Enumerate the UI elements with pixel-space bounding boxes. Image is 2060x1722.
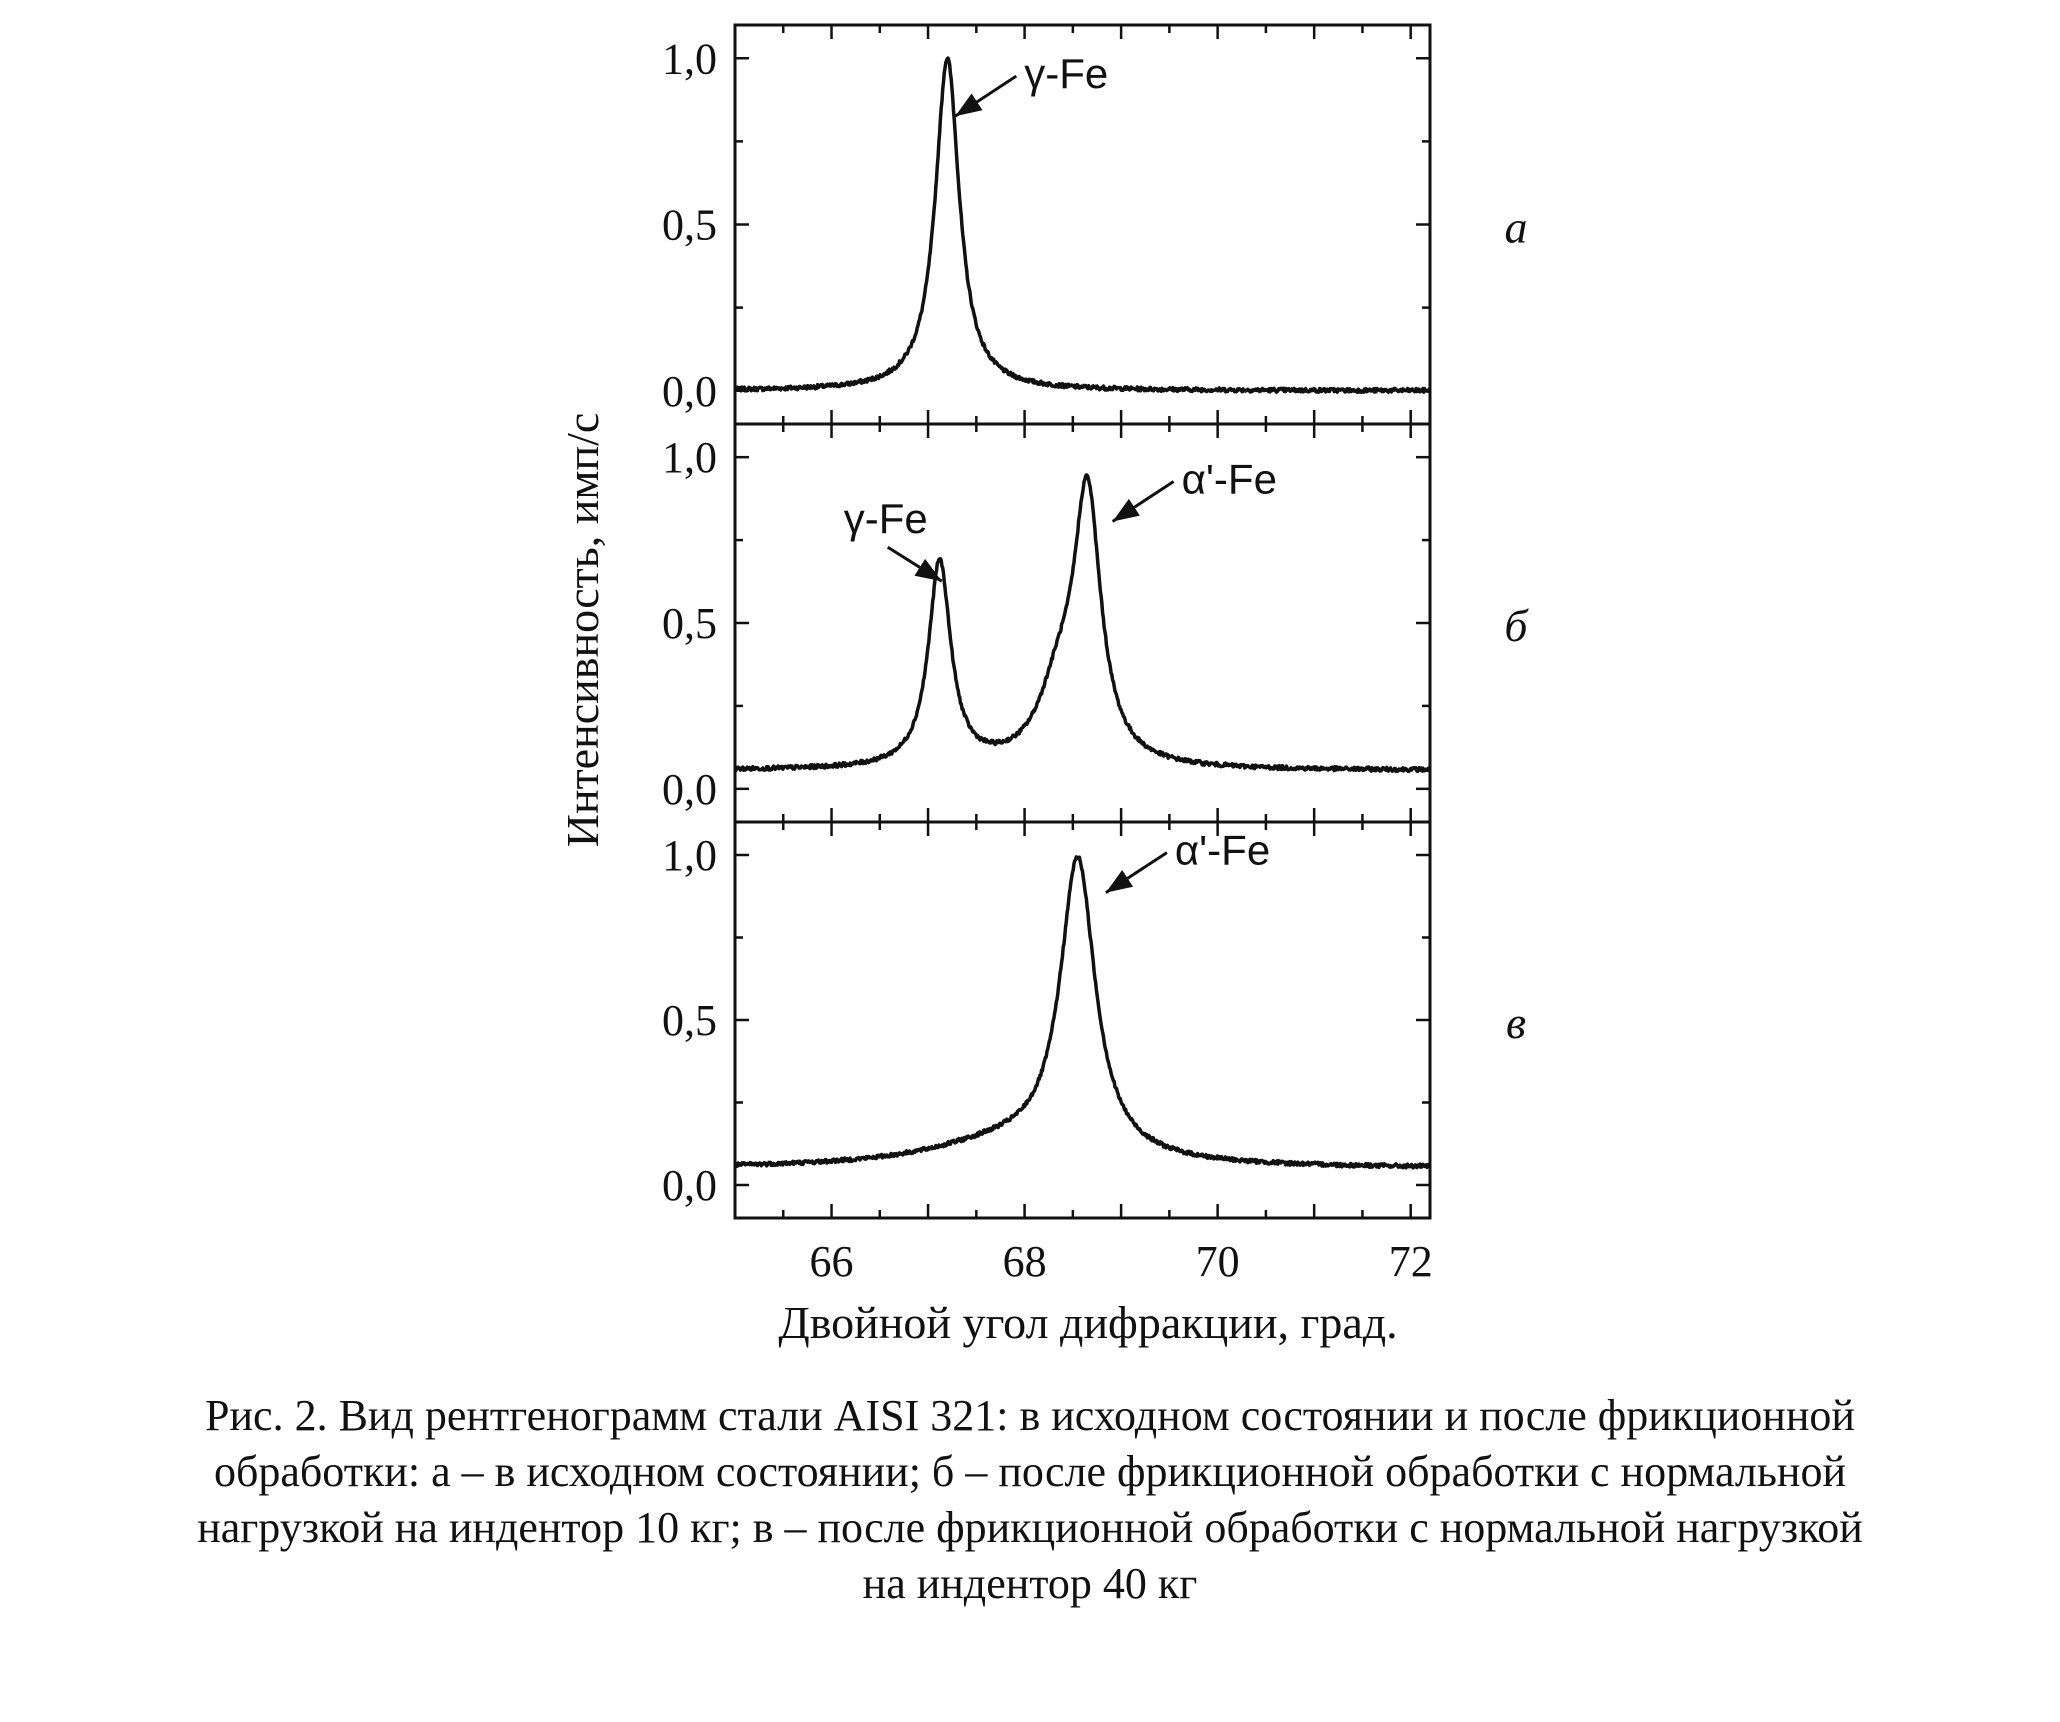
- caption-line-2: обработки: а – в исходном состоянии; б –…: [213, 1447, 1847, 1496]
- y-tick-label: 0,5: [662, 996, 717, 1045]
- annotation-arrowhead: [955, 93, 983, 117]
- caption-line-1: Рис. 2. Вид рентгенограмм стали AISI 321…: [205, 1391, 1855, 1440]
- caption-line-4: на индентор 40 кг: [862, 1559, 1198, 1608]
- panel-label: б: [1504, 600, 1529, 651]
- y-tick-label: 0,0: [662, 367, 717, 416]
- x-tick-label: 70: [1196, 1237, 1240, 1286]
- y-tick-label: 0,0: [662, 765, 717, 814]
- y-tick-label: 1,0: [662, 433, 717, 482]
- x-tick-label: 66: [810, 1237, 854, 1286]
- annotation-arrowhead: [1105, 869, 1134, 893]
- x-tick-label: 68: [1003, 1237, 1047, 1286]
- xrd-figure: 0,0 0,5 1,0 γ-Fe а 0,0 0,5 1,0 γ-Fe α'-Fe б 0,0 0,5 1…: [557, 23, 1529, 1348]
- peak-annotation: α'-Fe: [1175, 827, 1270, 874]
- y-axis-title: Интенсивность, имп/с: [557, 413, 608, 848]
- peak-annotation: γ-Fe: [1024, 50, 1108, 97]
- y-tick-label: 0,0: [662, 1161, 717, 1210]
- y-tick-label: 1,0: [662, 34, 717, 83]
- x-axis-title: Двойной угол дифракции, град.: [778, 1297, 1397, 1348]
- caption-line-3: нагрузкой на индентор 10 кг; в – после ф…: [197, 1503, 1863, 1552]
- panel-label: а: [1505, 202, 1528, 253]
- panel-label: в: [1506, 997, 1526, 1048]
- figure-caption: Рис. 2. Вид рентгенограмм стали AISI 321…: [40, 1388, 2020, 1612]
- peak-annotation: γ-Fe: [844, 495, 928, 542]
- y-tick-label: 1,0: [662, 831, 717, 880]
- y-tick-label: 0,5: [662, 201, 717, 250]
- y-tick-label: 0,5: [662, 599, 717, 648]
- annotation-arrowhead: [914, 558, 942, 582]
- peak-annotation: α'-Fe: [1182, 456, 1277, 503]
- annotation-arrowhead: [1112, 498, 1140, 522]
- diffraction-curve: [733, 473, 1431, 774]
- x-tick-label: 72: [1389, 1237, 1433, 1286]
- diffraction-curve: [733, 56, 1432, 395]
- panels-group: 0,0 0,5 1,0 γ-Fe а 0,0 0,5 1,0 γ-Fe α'-Fe б 0,0 0,5 1…: [662, 23, 1529, 1286]
- diffraction-curve: [733, 855, 1431, 1170]
